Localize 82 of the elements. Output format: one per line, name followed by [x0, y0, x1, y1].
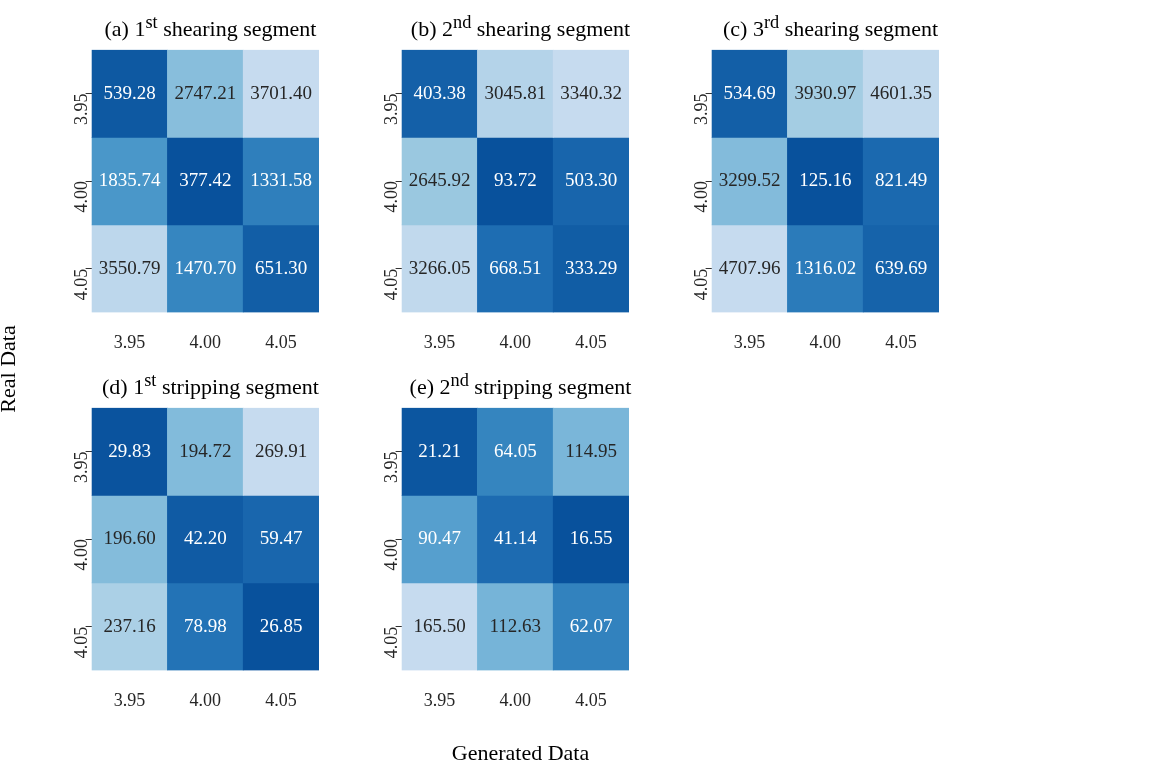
y-tick-label: 4.05 — [381, 626, 402, 659]
y-tick-label: 4.00 — [691, 181, 712, 213]
data-label: 639.69 — [874, 256, 928, 278]
data-label: 112.63 — [489, 614, 542, 636]
chart-title: (c) 3$^{rd}$ shearing segment — [721, 11, 940, 42]
data-label: 165.50 — [413, 614, 466, 636]
data-label: 62.07 — [569, 614, 613, 636]
x-tick-label: 3.95 — [423, 689, 456, 710]
data-label: 16.55 — [569, 527, 613, 549]
data-label: 377.42 — [179, 169, 232, 191]
data-label: 26.85 — [259, 614, 303, 636]
data-label: 539.28 — [103, 81, 156, 103]
data-label: 78.98 — [183, 614, 227, 636]
x-tick-label: 3.95 — [113, 331, 146, 352]
y-tick-label: 3.95 — [381, 451, 402, 484]
x-tick-label: 3.95 — [733, 331, 766, 352]
data-label: 3701.40 — [250, 81, 312, 103]
x-tick-label: 4.05 — [575, 331, 607, 352]
data-label: 59.47 — [259, 527, 303, 549]
data-label: 3299.52 — [718, 169, 781, 191]
data-label: 41.14 — [493, 527, 538, 549]
data-label: 29.83 — [108, 439, 151, 461]
data-label: 651.30 — [254, 256, 308, 278]
x-axis-title: Generated Data — [450, 740, 591, 766]
data-label: 2645.92 — [408, 169, 471, 191]
data-label: 668.51 — [489, 256, 542, 278]
x-tick-label: 4.00 — [189, 689, 222, 710]
data-label: 4601.35 — [870, 81, 932, 103]
y-tick-label: 4.00 — [71, 539, 92, 571]
y-tick-label: 3.95 — [71, 93, 92, 126]
data-label: 194.72 — [179, 439, 232, 461]
x-tick-label: 4.00 — [809, 331, 842, 352]
x-tick-label: 4.05 — [885, 331, 917, 352]
y-tick-label: 4.00 — [71, 181, 92, 213]
y-tick-label: 4.00 — [381, 539, 402, 571]
x-tick-label: 4.05 — [575, 689, 607, 710]
chart-title: (b) 2$^{nd}$ shearing segment — [409, 11, 632, 42]
data-label: 403.38 — [413, 81, 466, 103]
chart-title: (e) 2$^{nd}$ stripping segment — [408, 369, 633, 400]
data-label: 21.21 — [418, 439, 461, 461]
data-label: 114.95 — [565, 439, 617, 461]
data-label: 64.05 — [493, 439, 537, 461]
data-label: 3045.81 — [484, 81, 547, 103]
data-label: 125.16 — [799, 169, 852, 191]
x-tick-label: 4.05 — [265, 331, 297, 352]
y-tick-label: 3.95 — [691, 93, 712, 126]
data-label: 821.49 — [874, 169, 928, 191]
x-tick-label: 4.05 — [265, 689, 297, 710]
data-label: 1470.70 — [174, 256, 237, 278]
x-tick-label: 4.00 — [499, 689, 532, 710]
y-tick-label: 4.05 — [71, 626, 92, 659]
data-label: 333.29 — [564, 256, 618, 278]
x-tick-label: 3.95 — [423, 331, 456, 352]
data-label: 3340.32 — [560, 81, 622, 103]
data-label: 269.91 — [254, 439, 308, 461]
y-tick-label: 4.05 — [71, 268, 92, 301]
data-label: 196.60 — [103, 527, 156, 549]
data-label: 42.20 — [183, 527, 227, 549]
data-label: 503.30 — [564, 169, 618, 191]
data-label: 4707.96 — [718, 256, 781, 278]
data-label: 93.72 — [493, 169, 537, 191]
y-tick-label: 4.00 — [381, 181, 402, 213]
y-tick-label: 3.95 — [71, 451, 92, 484]
data-label: 237.16 — [103, 614, 156, 636]
data-label: 3266.05 — [408, 256, 471, 278]
data-label: 1316.02 — [794, 256, 857, 278]
y-tick-label: 4.05 — [381, 268, 402, 301]
chart-title: (a) 1$^{st}$ shearing segment — [103, 11, 318, 42]
data-label: 1835.74 — [98, 169, 161, 191]
y-tick-label: 4.05 — [691, 268, 712, 301]
data-label: 3930.97 — [794, 81, 857, 103]
y-axis-title: Real Data — [0, 324, 21, 415]
data-label: 534.69 — [723, 81, 776, 103]
data-label: 1331.58 — [250, 169, 312, 191]
chart-title: (d) 1$^{st}$ stripping segment — [101, 369, 320, 400]
data-label: 3550.79 — [98, 256, 161, 278]
x-tick-label: 4.00 — [189, 331, 222, 352]
x-tick-label: 3.95 — [113, 689, 146, 710]
data-label: 90.47 — [418, 527, 461, 549]
y-tick-label: 3.95 — [381, 93, 402, 126]
data-label: 2747.21 — [174, 81, 237, 103]
x-tick-label: 4.00 — [499, 331, 532, 352]
